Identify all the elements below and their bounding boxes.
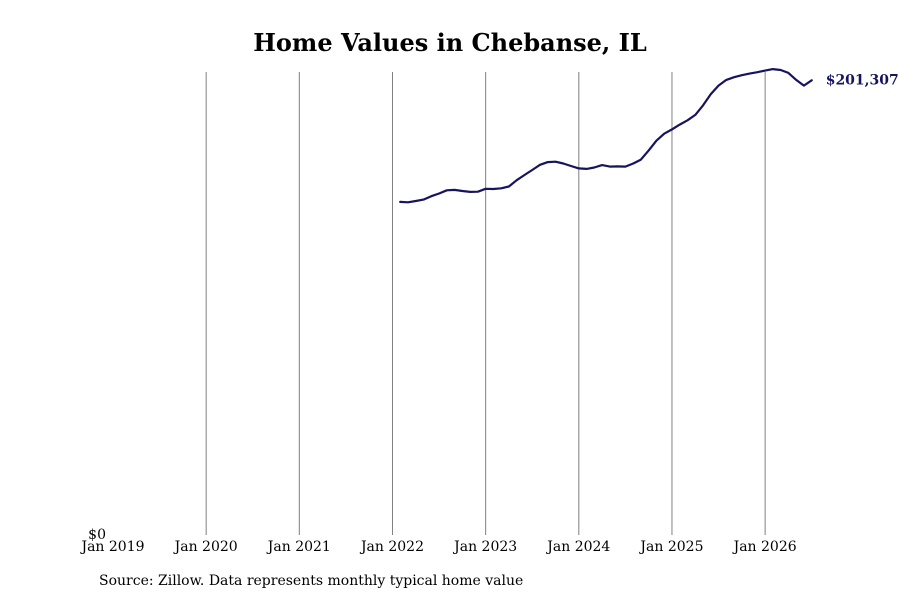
x-tick-label: Jan 2026 xyxy=(732,539,797,555)
y-tick-label: $0 xyxy=(88,527,106,543)
x-axis-tick-labels: Jan 2019 Jan 2020 Jan 2021 Jan 2022 Jan 2023… xyxy=(79,539,796,555)
series-group xyxy=(399,67,813,204)
series-line xyxy=(399,67,813,204)
gridlines xyxy=(205,72,766,535)
x-tick-label: Jan 2024 xyxy=(545,539,610,555)
x-tick-label: Jan 2023 xyxy=(452,539,517,555)
x-tick-label: Jan 2020 xyxy=(173,539,238,555)
x-tick-label: Jan 2021 xyxy=(266,539,331,555)
x-tick-label: Jan 2019 xyxy=(79,539,144,555)
x-tick-label: Jan 2022 xyxy=(359,539,424,555)
chart-title: Home Values in Chebanse, IL xyxy=(253,28,647,57)
end-value-label: $201,307 xyxy=(826,72,899,88)
x-tick-label: Jan 2025 xyxy=(638,539,703,555)
y-axis-tick-labels: $0 xyxy=(88,527,106,543)
source-note: Source: Zillow. Data represents monthly … xyxy=(99,573,524,589)
